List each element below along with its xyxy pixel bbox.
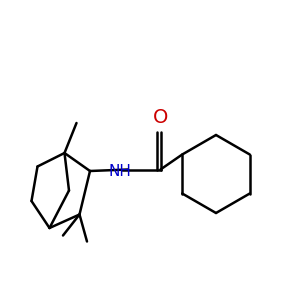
Text: NH: NH <box>109 164 131 178</box>
Text: O: O <box>153 109 168 128</box>
